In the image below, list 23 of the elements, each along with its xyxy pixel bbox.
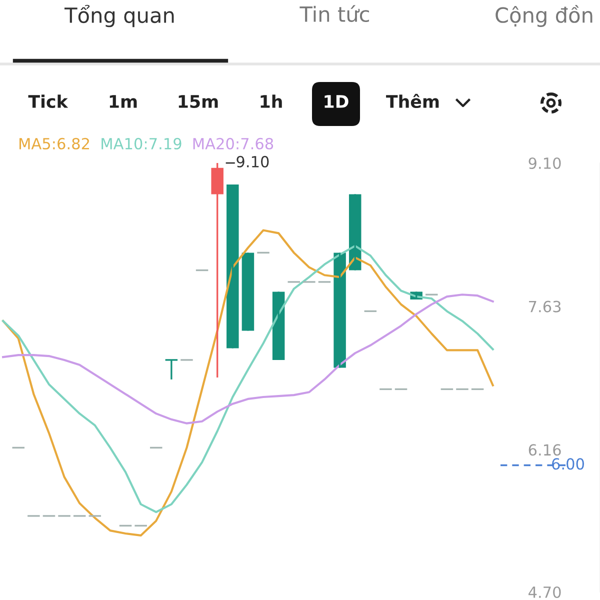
candlestick [348, 193, 362, 272]
candlestick [242, 252, 254, 332]
annotation: 9.10 [236, 156, 269, 168]
text: Tick [28, 94, 68, 108]
ref-line-label: 6.00 [552, 458, 584, 470]
text: MA20:7.68 [193, 138, 274, 150]
y-tick-label: 4.70 [528, 586, 561, 598]
text: 1m [110, 95, 137, 108]
y-tick-label: 7.63 [529, 300, 561, 312]
text: Cộng đồn [496, 5, 592, 27]
text: 1h [260, 94, 282, 108]
text: Tổng quan [64, 4, 174, 28]
candlestick [164, 359, 178, 380]
y-tick-label: 6.16 [528, 444, 561, 456]
text: MA10:7.19 [102, 138, 182, 150]
text: 1D [324, 95, 348, 108]
line-series [2, 294, 494, 424]
text: 15m [178, 95, 218, 108]
candlestick [272, 290, 285, 361]
y-tick-label: 9.10 [528, 157, 561, 170]
text: Thêm [386, 94, 439, 108]
text: Tin tức [300, 5, 369, 22]
text: MA5:6.82 [20, 138, 89, 150]
